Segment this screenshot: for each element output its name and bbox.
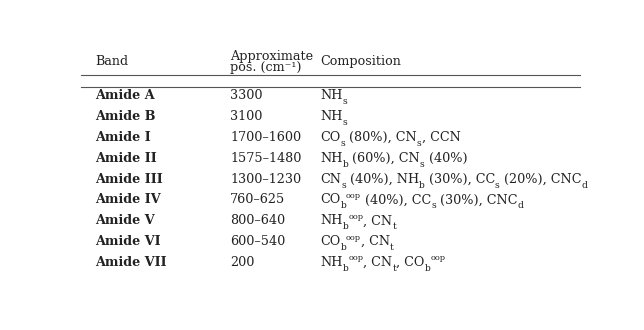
Text: b: b bbox=[424, 264, 430, 273]
Text: Amide IV: Amide IV bbox=[95, 193, 161, 207]
Text: b: b bbox=[340, 243, 346, 252]
Text: (40%), NH: (40%), NH bbox=[346, 173, 419, 186]
Text: (60%), CN: (60%), CN bbox=[348, 152, 420, 165]
Text: s: s bbox=[417, 139, 422, 148]
Text: b: b bbox=[343, 264, 348, 273]
Text: 1700–1600: 1700–1600 bbox=[231, 131, 301, 144]
Text: CN: CN bbox=[320, 173, 341, 186]
Text: Amide VII: Amide VII bbox=[95, 256, 167, 269]
Text: NH: NH bbox=[320, 89, 343, 102]
Text: CO: CO bbox=[320, 193, 340, 207]
Text: Amide B: Amide B bbox=[95, 110, 156, 123]
Text: 1575–1480: 1575–1480 bbox=[231, 152, 301, 165]
Text: d: d bbox=[518, 201, 524, 210]
Text: NH: NH bbox=[320, 110, 343, 123]
Text: Composition: Composition bbox=[320, 55, 401, 68]
Text: oop: oop bbox=[430, 254, 445, 262]
Text: s: s bbox=[340, 139, 345, 148]
Text: 600–540: 600–540 bbox=[231, 235, 285, 248]
Text: t: t bbox=[390, 243, 394, 252]
Text: CO: CO bbox=[320, 235, 340, 248]
Text: Amide III: Amide III bbox=[95, 173, 163, 186]
Text: Amide VI: Amide VI bbox=[95, 235, 161, 248]
Text: Amide A: Amide A bbox=[95, 89, 155, 102]
Text: oop: oop bbox=[346, 192, 361, 200]
Text: s: s bbox=[420, 160, 424, 169]
Text: 1300–1230: 1300–1230 bbox=[231, 173, 301, 186]
Text: 760–625: 760–625 bbox=[231, 193, 285, 207]
Text: s: s bbox=[431, 201, 436, 210]
Text: oop: oop bbox=[348, 254, 363, 262]
Text: (20%), CNC: (20%), CNC bbox=[500, 173, 581, 186]
Text: s: s bbox=[343, 97, 347, 106]
Text: 3100: 3100 bbox=[231, 110, 263, 123]
Text: , CN: , CN bbox=[363, 214, 392, 227]
Text: Band: Band bbox=[95, 55, 129, 68]
Text: b: b bbox=[340, 201, 346, 210]
Text: NH: NH bbox=[320, 256, 343, 269]
Text: Amide I: Amide I bbox=[95, 131, 151, 144]
Text: (40%): (40%) bbox=[424, 152, 468, 165]
Text: , CO: , CO bbox=[396, 256, 424, 269]
Text: 800–640: 800–640 bbox=[231, 214, 285, 227]
Text: , CN: , CN bbox=[361, 235, 390, 248]
Text: NH: NH bbox=[320, 214, 343, 227]
Text: CO: CO bbox=[320, 131, 340, 144]
Text: 3300: 3300 bbox=[231, 89, 263, 102]
Text: , CCN: , CCN bbox=[422, 131, 460, 144]
Text: t: t bbox=[392, 264, 396, 273]
Text: pos. (cm⁻¹): pos. (cm⁻¹) bbox=[231, 61, 302, 74]
Text: (40%), CC: (40%), CC bbox=[361, 193, 431, 207]
Text: b: b bbox=[343, 160, 348, 169]
Text: Amide II: Amide II bbox=[95, 152, 157, 165]
Text: (30%), CC: (30%), CC bbox=[424, 173, 495, 186]
Text: (80%), CN: (80%), CN bbox=[345, 131, 417, 144]
Text: NH: NH bbox=[320, 152, 343, 165]
Text: Approximate: Approximate bbox=[231, 50, 314, 63]
Text: , CN: , CN bbox=[363, 256, 392, 269]
Text: s: s bbox=[341, 181, 346, 189]
Text: (30%), CNC: (30%), CNC bbox=[436, 193, 518, 207]
Text: s: s bbox=[343, 118, 347, 127]
Text: b: b bbox=[419, 181, 424, 189]
Text: 200: 200 bbox=[231, 256, 254, 269]
Text: b: b bbox=[343, 222, 348, 231]
Text: d: d bbox=[581, 181, 587, 189]
Text: oop: oop bbox=[348, 213, 363, 221]
Text: t: t bbox=[392, 222, 396, 231]
Text: Amide V: Amide V bbox=[95, 214, 155, 227]
Text: s: s bbox=[495, 181, 500, 189]
Text: oop: oop bbox=[346, 234, 361, 242]
